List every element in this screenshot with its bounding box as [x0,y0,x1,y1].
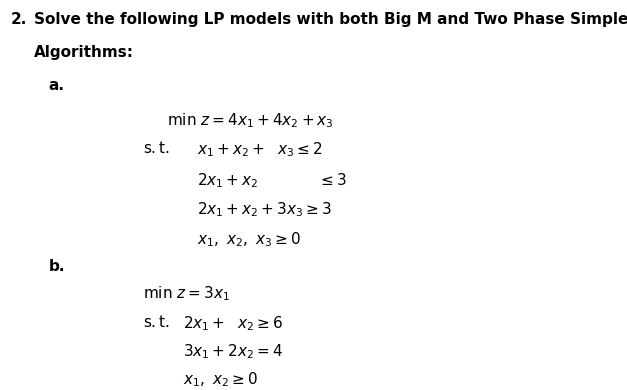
Text: $2x_1 +\ \ x_2 \geq 6$: $2x_1 +\ \ x_2 \geq 6$ [183,314,283,333]
Text: $\mathrm{min}\ z = 3x_1$: $\mathrm{min}\ z = 3x_1$ [143,285,230,303]
Text: b.: b. [48,259,65,274]
Text: Solve the following LP models with both Big M and Two Phase Simplex: Solve the following LP models with both … [34,12,627,27]
Text: $x_1,\ x_2 \geq 0$: $x_1,\ x_2 \geq 0$ [183,370,258,389]
Text: $2x_1 + x_2\qquad\qquad \leq 3$: $2x_1 + x_2\qquad\qquad \leq 3$ [198,171,347,190]
Text: a.: a. [48,78,65,93]
Text: $x_1 + x_2 +\ \ x_3 \leq 2$: $x_1 + x_2 +\ \ x_3 \leq 2$ [198,140,323,159]
Text: $\mathrm{s.t.}$: $\mathrm{s.t.}$ [143,314,170,330]
Text: Algorithms:: Algorithms: [34,45,134,60]
Text: $\mathrm{min}\ z = 4x_1 + 4x_2 + x_3$: $\mathrm{min}\ z = 4x_1 + 4x_2 + x_3$ [167,111,334,130]
Text: $\mathrm{s.t.}$: $\mathrm{s.t.}$ [143,140,170,156]
Text: $3x_1 + 2x_2 = 4$: $3x_1 + 2x_2 = 4$ [183,342,283,361]
Text: 2.: 2. [11,12,27,27]
Text: $2x_1 + x_2 + 3x_3 \geq 3$: $2x_1 + x_2 + 3x_3 \geq 3$ [198,200,332,219]
Text: $x_1,\ x_2,\ x_3 \geq 0$: $x_1,\ x_2,\ x_3 \geq 0$ [198,230,302,248]
